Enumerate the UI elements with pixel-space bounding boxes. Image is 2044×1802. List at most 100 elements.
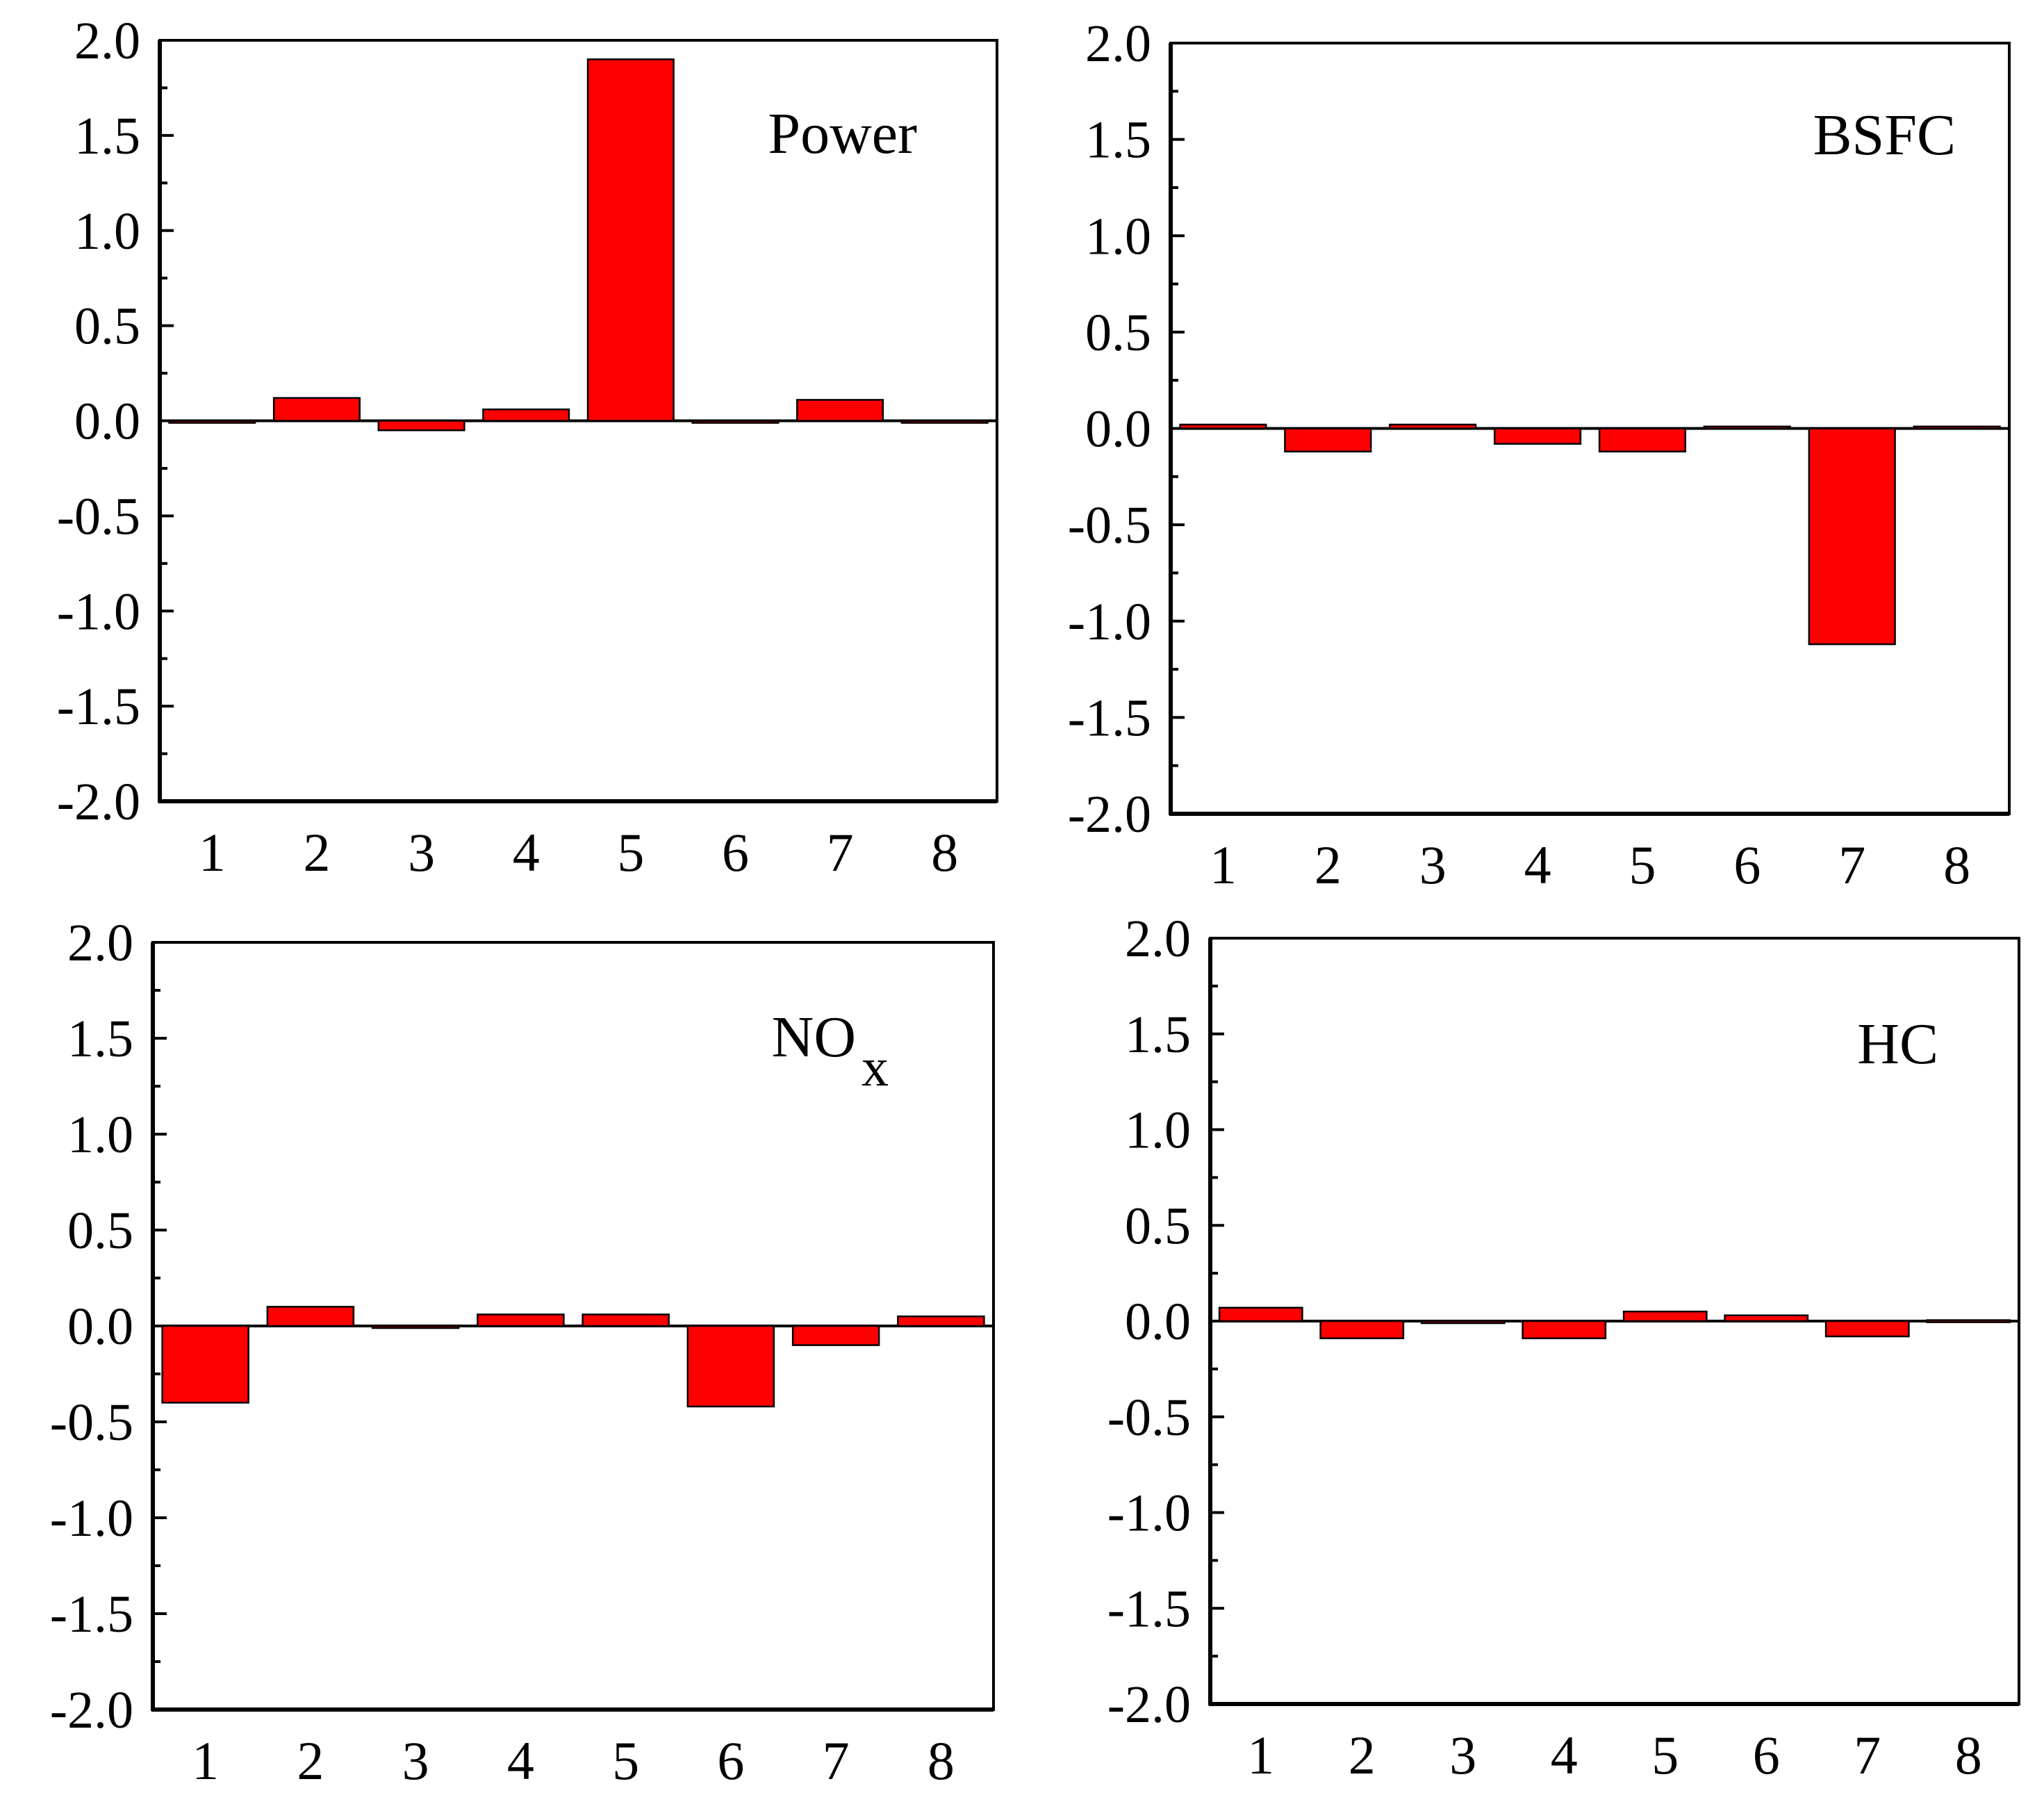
bar-5 [1598,427,1687,453]
x-tick-label: 4 [507,1730,534,1791]
bar-2 [266,1306,355,1327]
chart-title: NO [772,1005,856,1070]
y-tick-label: -2.0 [50,1681,133,1739]
bar-7 [796,399,884,422]
x-tick-label: 1 [1210,835,1237,895]
chart-panel-4: 2.0 1.5 1.0 0.5 0.0 -0.5 -1.0 -1.5 -2.0 1 2 3 4 5 6 7 8 H… [1107,910,2020,1785]
bar-1 [1179,423,1267,429]
y-tick-label: 1.5 [74,107,140,165]
y-tick-label: 2.0 [74,12,140,70]
y-tick-label: -1.0 [57,582,140,641]
x-tick-label: 2 [297,1730,324,1791]
y-tick-label: 1.5 [1085,111,1151,170]
x-tick-label: 5 [612,1730,639,1791]
bar-4 [1493,427,1582,445]
chart-panel-3: 2.0 1.5 1.0 0.5 0.0 -0.5 -1.0 -1.5 -2.0 1 2 3 4 5 6 7 8 N… [50,914,995,1791]
y-tick-label: 0.0 [1085,400,1151,459]
y-tick-label: -1.0 [1107,1484,1191,1543]
y-tick-label: -2.0 [1068,785,1151,844]
chart-title: Power [768,101,917,166]
x-tick-label: 6 [1753,1725,1780,1785]
y-tick-label: -0.5 [1107,1389,1191,1447]
x-tick-label: 8 [931,822,958,883]
x-tick-label: 2 [1349,1725,1376,1785]
y-tick-label: 1.0 [74,202,140,261]
x-tick-label: 1 [192,1730,219,1791]
y-tick-label: -2.0 [1107,1676,1191,1734]
y-tick-label: 2.0 [1085,15,1151,73]
y-tick-label: 0.5 [1085,304,1151,362]
x-tick-label: 7 [1838,835,1865,895]
x-tick-label: 4 [1551,1725,1578,1785]
x-tick-label: 3 [1449,1725,1476,1785]
bar-8 [1926,1319,2011,1323]
bar-7 [1824,1320,1910,1338]
x-tick-label: 4 [513,822,540,883]
bar-6 [1703,425,1791,429]
y-tick-label: -1.5 [1068,689,1151,747]
y-tick-label: 1.0 [1085,207,1151,265]
y-tick-label: 1.0 [1125,1101,1191,1160]
y-tick-label: -2.0 [57,773,140,831]
x-tick-label: 3 [408,822,435,883]
y-tick-label: 1.5 [1125,1006,1191,1064]
y-tick-label: 1.5 [67,1010,133,1068]
x-tick-label: 1 [1247,1725,1274,1785]
bar-6 [686,1325,775,1408]
y-tick-label: 0.5 [1125,1197,1191,1255]
bar-8 [897,1315,985,1327]
x-tick-label: 6 [722,822,749,883]
chart-panel-1: 2.0 1.5 1.0 0.5 0.0 -0.5 -1.0 -1.5 -2.0 1 2 3 4 5 6 7 8 P… [57,12,998,883]
bar-2 [272,397,361,422]
x-tick-label: 4 [1524,835,1551,895]
bar-4 [1522,1320,1607,1340]
x-tick-label: 8 [1955,1725,1982,1785]
bar-8 [900,420,989,424]
bar-5 [586,58,675,422]
chart-title-subscript: x [862,1037,889,1097]
y-tick-label: -0.5 [57,487,140,546]
y-tick-label: -0.5 [1068,496,1151,555]
y-tick-label: -1.0 [50,1489,133,1548]
x-tick-label: 7 [1854,1725,1881,1785]
bar-7 [1808,427,1896,646]
y-tick-label: -1.5 [57,678,140,736]
bar-2 [1319,1320,1405,1340]
chart-title: BSFC [1813,103,1956,167]
bar-6 [1724,1314,1809,1322]
bar-3 [1420,1320,1506,1325]
x-tick-label: 8 [928,1730,955,1791]
x-tick-label: 3 [402,1730,429,1791]
bar-8 [1913,425,2001,429]
x-tick-label: 7 [823,1730,850,1791]
x-tick-label: 5 [1629,835,1656,895]
x-tick-label: 2 [303,822,330,883]
x-tick-label: 7 [827,822,854,883]
bar-1 [168,420,256,424]
x-tick-label: 3 [1419,835,1447,895]
bar-5 [1622,1310,1708,1322]
x-tick-label: 6 [717,1730,744,1791]
bar-1 [1218,1307,1303,1322]
bar-2 [1284,427,1372,453]
bar-5 [582,1313,670,1327]
x-tick-label: 1 [199,822,226,883]
y-tick-label: -1.5 [50,1585,133,1644]
chart-panel-2: 2.0 1.5 1.0 0.5 0.0 -0.5 -1.0 -1.5 -2.0 1 2 3 4 5 6 7 8 B… [1068,15,2011,895]
bar-3 [1389,423,1477,429]
bar-1 [161,1325,249,1404]
y-tick-label: 0.5 [74,297,140,356]
y-tick-label: 1.0 [67,1106,133,1164]
y-tick-label: 0.5 [67,1202,133,1260]
chart-title: HC [1857,1012,1938,1076]
y-tick-label: 0.0 [1125,1293,1191,1351]
bar-6 [691,420,780,424]
y-tick-label: 0.0 [74,393,140,451]
y-tick-label: -1.0 [1068,593,1151,651]
bar-7 [791,1325,880,1346]
x-tick-label: 2 [1314,835,1342,895]
y-tick-label: 0.0 [67,1297,133,1356]
x-tick-label: 8 [1943,835,1970,895]
x-tick-label: 6 [1733,835,1761,895]
